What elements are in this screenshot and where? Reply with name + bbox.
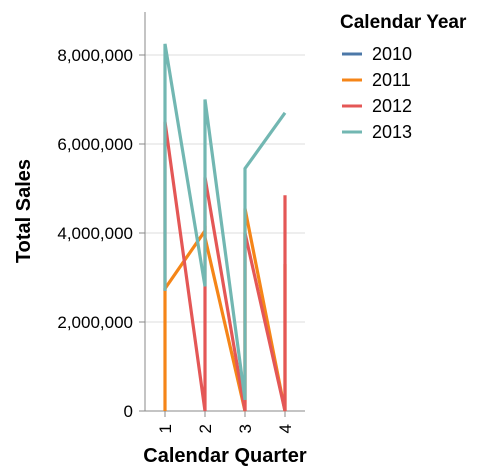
y-axis-ticks: 0 2,000,000 4,000,000 6,000,000 8,000,000 bbox=[57, 46, 145, 421]
x-axis-ticks: 1 2 3 4 bbox=[156, 411, 295, 433]
legend-label-2010: 2010 bbox=[372, 44, 412, 64]
series-line-2013 bbox=[163, 43, 287, 401]
y-tick-label: 2,000,000 bbox=[57, 313, 133, 332]
x-tick-label: 3 bbox=[236, 424, 255, 433]
x-axis-title: Calendar Quarter bbox=[143, 445, 307, 467]
gridlines bbox=[145, 54, 305, 412]
x-tick-label: 4 bbox=[276, 424, 295, 433]
legend: Calendar Year 2010 2011 2012 2013 bbox=[340, 12, 467, 142]
x-tick-label: 1 bbox=[156, 424, 175, 433]
y-tick-label: 0 bbox=[124, 402, 133, 421]
x-tick-label: 2 bbox=[196, 424, 215, 433]
series-line-2012 bbox=[163, 121, 287, 412]
legend-label-2011: 2011 bbox=[372, 70, 411, 90]
legend-label-2012: 2012 bbox=[372, 96, 412, 116]
legend-title: Calendar Year bbox=[340, 12, 467, 33]
series-lines bbox=[163, 43, 287, 412]
y-tick-label: 6,000,000 bbox=[57, 135, 133, 154]
y-axis-title: Total Sales bbox=[13, 159, 35, 263]
y-tick-label: 8,000,000 bbox=[57, 46, 133, 65]
legend-label-2013: 2013 bbox=[372, 122, 412, 142]
legend-items: 2010 2011 2012 2013 bbox=[342, 44, 412, 142]
y-tick-label: 4,000,000 bbox=[57, 224, 133, 243]
axes bbox=[144, 12, 305, 412]
